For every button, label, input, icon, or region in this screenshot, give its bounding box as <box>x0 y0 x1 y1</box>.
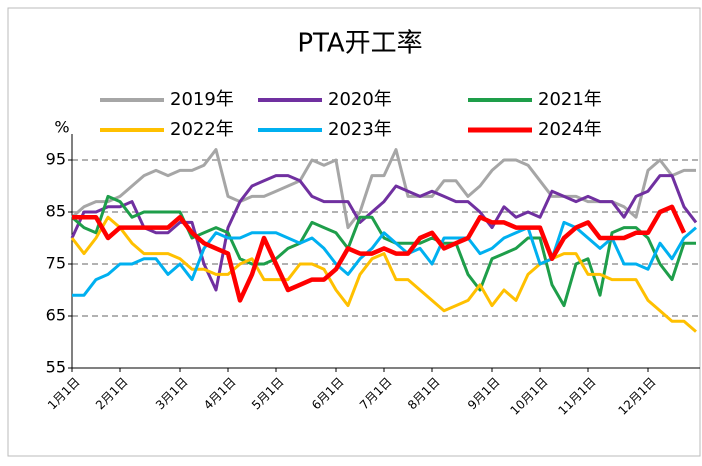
legend-label: 2023年 <box>328 119 392 140</box>
y-tick-label: 95 <box>46 150 66 169</box>
series-line <box>71 194 696 308</box>
series-line <box>71 148 696 230</box>
legend-label: 2019年 <box>170 89 234 110</box>
series-line <box>72 204 687 303</box>
y-axis-label: % <box>54 118 69 137</box>
series-line <box>70 215 697 333</box>
chart-title: PTA开工率 <box>297 29 422 59</box>
legend-label: 2020年 <box>328 89 392 110</box>
y-tick-label: 85 <box>46 202 66 221</box>
legend-label: 2022年 <box>170 119 234 140</box>
series-line <box>72 220 697 297</box>
y-tick-label: 75 <box>46 254 66 273</box>
legend-label: 2024年 <box>538 119 602 140</box>
series-line <box>70 174 698 292</box>
y-tick-label: 65 <box>46 306 66 325</box>
legend-label: 2021年 <box>538 89 602 110</box>
y-tick-label: 55 <box>46 358 66 377</box>
